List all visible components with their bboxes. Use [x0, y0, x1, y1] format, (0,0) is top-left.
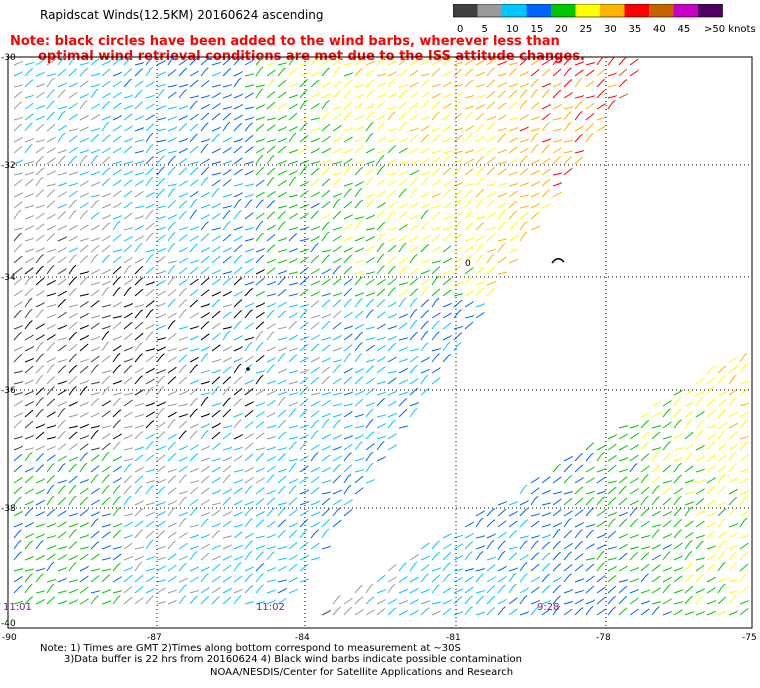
- latitude-label: -36: [1, 386, 16, 396]
- wind-speed-colorbar: 0 5 10 15 20 25 30 35 40 45 >50 knots: [453, 4, 756, 35]
- colorbar-tick-label: >50 knots: [704, 24, 756, 35]
- longitude-label: -78: [596, 633, 611, 643]
- colorbar-segment: [502, 4, 527, 17]
- colorbar-segment: [673, 4, 698, 17]
- latitude-label: -34: [1, 273, 16, 283]
- island-dot: [246, 367, 250, 371]
- colorbar-tick-label: 30: [604, 24, 617, 35]
- colorbar-tick-label: 0: [457, 24, 463, 35]
- colorbar-segment: [624, 4, 649, 17]
- colorbar-tick-label: 15: [531, 24, 544, 35]
- colorbar-tick-label: 40: [653, 24, 666, 35]
- colorbar-segment: [526, 4, 551, 17]
- colorbar-segment: [477, 4, 502, 17]
- latitude-label: -30: [1, 53, 16, 63]
- colorbar-segment: [453, 4, 478, 17]
- colorbar-tick-label: 35: [629, 24, 642, 35]
- footer-note-2: 3)Data buffer is 22 hrs from 20160624 4)…: [64, 654, 522, 665]
- pass-time-label: 11:01: [3, 602, 32, 613]
- longitude-label: -87: [147, 633, 162, 643]
- footer-note-1: Note: 1) Times are GMT 2)Times along bot…: [40, 643, 461, 654]
- pass-time-label: 11:02: [256, 602, 285, 613]
- latitude-label: -38: [1, 504, 16, 514]
- graticule: [8, 57, 752, 628]
- colorbar-tick-label: 10: [506, 24, 519, 35]
- colorbar-segment: [551, 4, 576, 17]
- map-frame: [7, 56, 753, 629]
- colorbar-tick-label: 5: [482, 24, 488, 35]
- colorbar-segment: [575, 4, 600, 17]
- longitude-label: -81: [446, 633, 461, 643]
- longitude-label: -90: [2, 633, 17, 643]
- latitude-label: -32: [1, 161, 16, 171]
- latitude-label: -40: [1, 619, 16, 629]
- colorbar-tick-label: 45: [678, 24, 691, 35]
- colorbar-tick-label: 25: [580, 24, 593, 35]
- marker-label: 0: [465, 259, 471, 269]
- note-line-1: Note: black circles have been added to t…: [10, 34, 560, 49]
- footer-credit: NOAA/NESDIS/Center for Satellite Applica…: [210, 667, 514, 678]
- pass-time-label: 9:28: [537, 602, 559, 613]
- longitude-label: -84: [295, 633, 310, 643]
- colorbar-segment: [600, 4, 625, 17]
- map-title: Rapidscat Winds(12.5KM) 20160624 ascendi…: [40, 8, 324, 22]
- longitude-label: -75: [742, 633, 757, 643]
- island-outline: [551, 258, 565, 264]
- colorbar-segment: [649, 4, 674, 17]
- colorbar-segment: [698, 4, 723, 17]
- colorbar-tick-label: 20: [555, 24, 568, 35]
- wind-barbs: [13, 55, 749, 616]
